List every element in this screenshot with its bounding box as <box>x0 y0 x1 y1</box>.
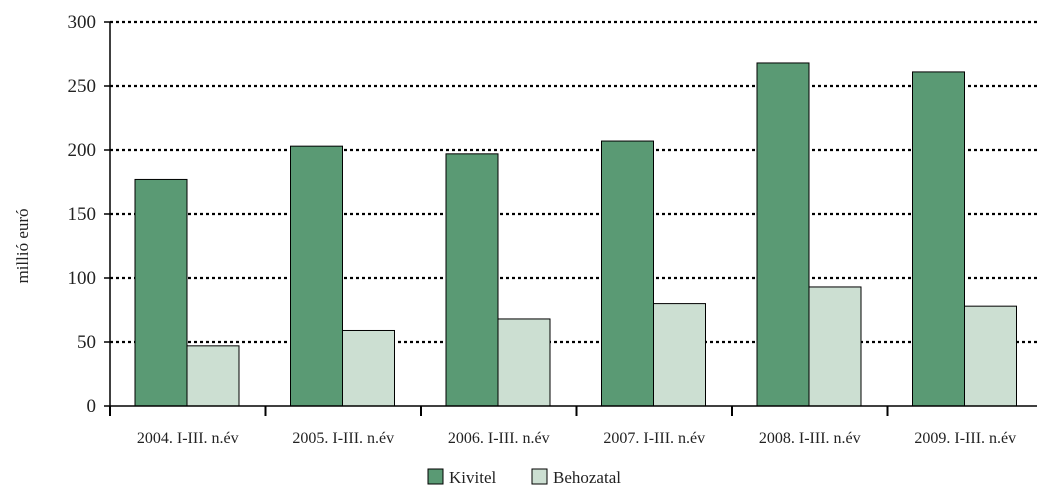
y-tick-label: 300 <box>68 12 97 33</box>
axes: 0 50 100 150 200 250 300 2004. I-III. n.év 2005.… <box>68 12 1037 447</box>
grid-lines <box>110 20 1037 344</box>
bars <box>134 62 1017 407</box>
bar-kivitel <box>445 153 499 407</box>
x-tick-label: 2005. I-III. n.év <box>292 430 394 447</box>
legend-swatch-behozatal <box>531 468 548 485</box>
x-tick-label: 2008. I-III. n.év <box>759 430 861 447</box>
x-tick-label: 2009. I-III. n.év <box>914 430 1016 447</box>
bar-behozatal <box>964 305 1017 407</box>
bar-behozatal <box>497 318 551 407</box>
bar-behozatal <box>653 303 706 407</box>
bar-behozatal <box>342 329 395 407</box>
bar-behozatal <box>808 286 862 407</box>
x-tick-label: 2007. I-III. n.év <box>603 430 705 447</box>
y-tick-label: 250 <box>68 76 97 97</box>
x-tick-label: 2006. I-III. n.év <box>448 430 550 447</box>
y-tick-label: 150 <box>68 204 97 225</box>
bar-kivitel <box>134 178 188 407</box>
bar-kivitel <box>290 145 343 407</box>
bar-kivitel <box>912 71 965 407</box>
legend-label-behozatal: Behozatal <box>553 468 621 486</box>
y-tick-label: 100 <box>68 268 97 289</box>
legend: Kivitel Behozatal <box>427 468 621 486</box>
y-tick-label: 0 <box>87 396 97 417</box>
x-tick-label: 2004. I-III. n.év <box>137 430 239 447</box>
y-tick-label: 200 <box>68 140 97 161</box>
y-axis-title: millió euró <box>13 208 32 283</box>
legend-swatch-kivitel <box>427 468 444 485</box>
y-tick-label: 50 <box>77 332 96 353</box>
bar-kivitel <box>756 62 810 407</box>
bar-kivitel <box>601 140 654 407</box>
legend-label-kivitel: Kivitel <box>449 468 496 486</box>
bar-behozatal <box>186 345 240 407</box>
